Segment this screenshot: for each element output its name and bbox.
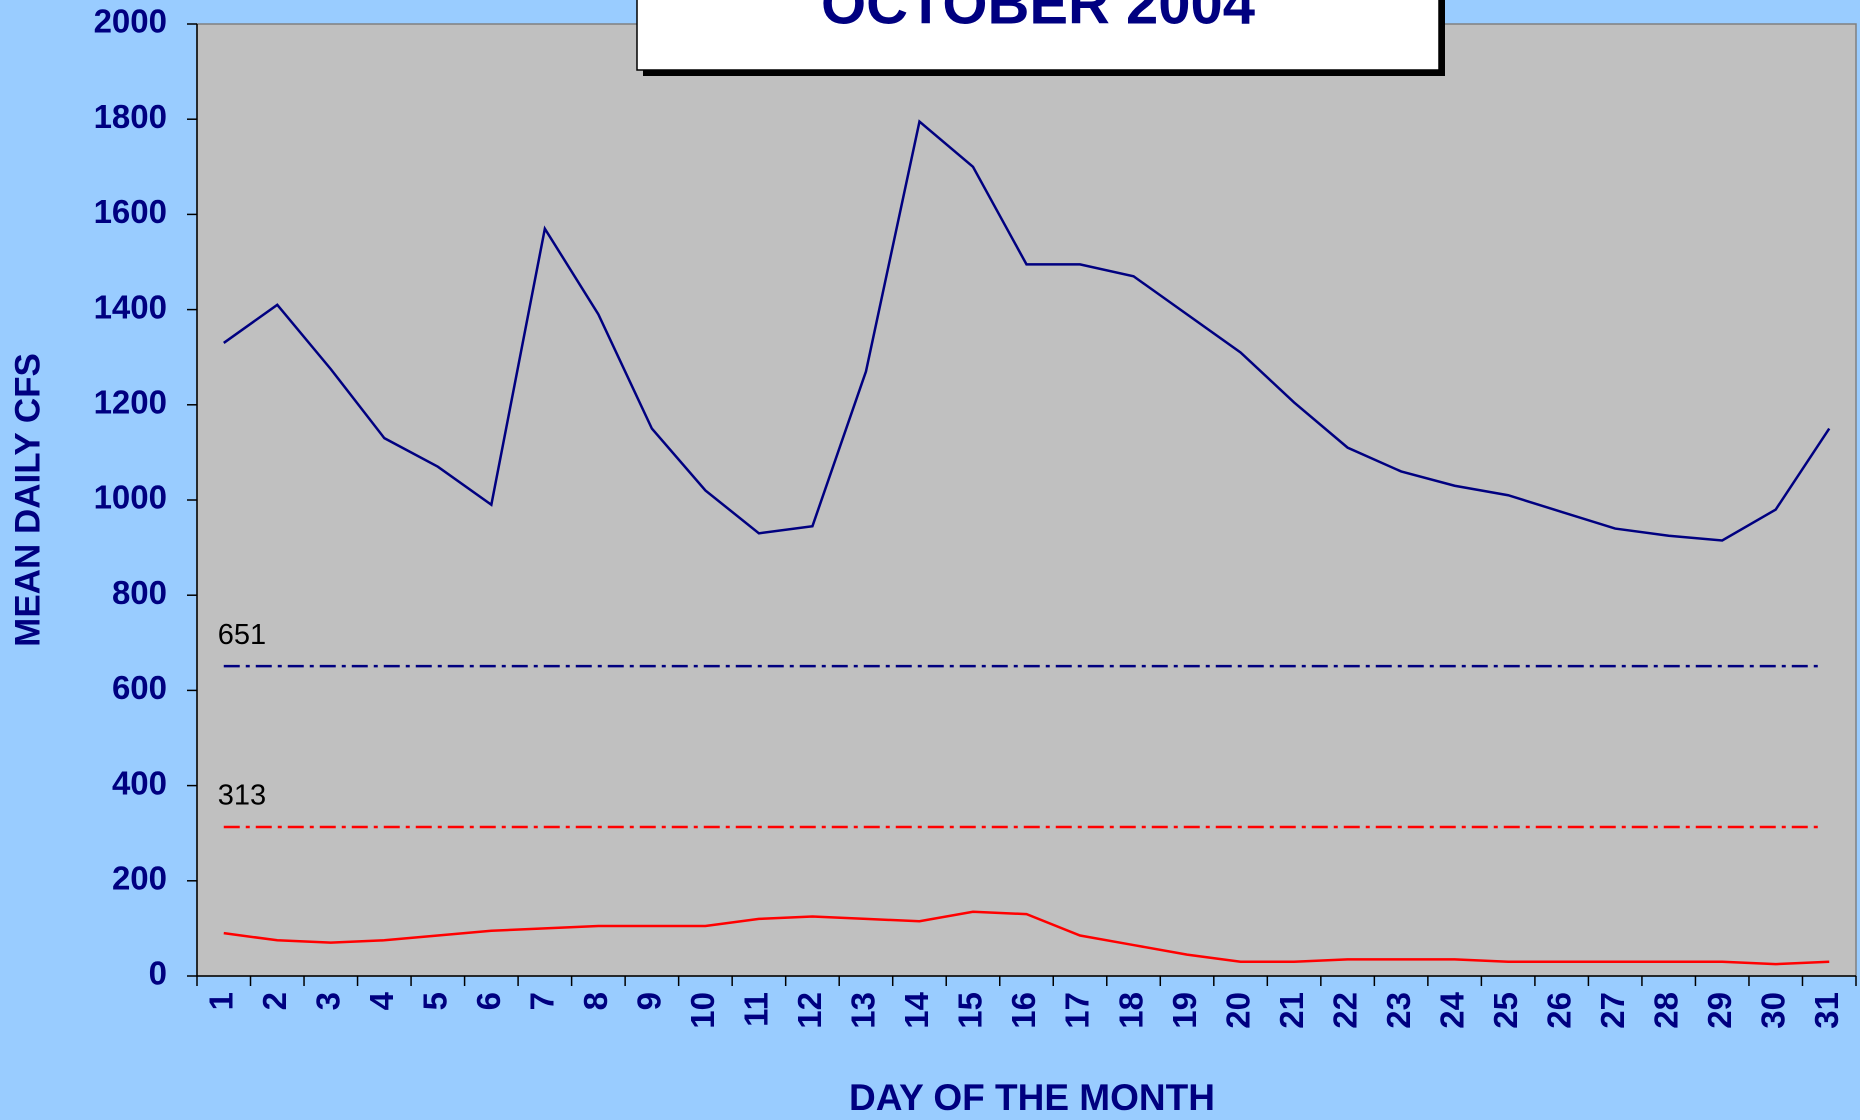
y-tick-label: 600 (112, 669, 167, 706)
y-axis-label: MEAN DAILY CFS (8, 353, 47, 647)
x-axis-label: DAY OF THE MONTH (849, 1077, 1215, 1118)
x-tick-label: 23 (1380, 992, 1417, 1029)
y-tick-label: 1200 (94, 384, 167, 421)
chart-title: OCTOBER 2004 (821, 0, 1255, 36)
x-tick-label: 3 (310, 992, 347, 1010)
x-tick-label: 20 (1219, 992, 1256, 1029)
x-tick-label: 21 (1273, 992, 1310, 1029)
x-tick-label: 11 (738, 992, 775, 1027)
x-tick-label: 30 (1754, 992, 1791, 1029)
y-tick-label: 400 (112, 764, 167, 801)
x-tick-label: 24 (1433, 991, 1470, 1028)
y-tick-label: 1400 (94, 288, 167, 325)
x-tick-label: 8 (577, 992, 614, 1010)
series-line (223, 119, 1831, 542)
x-tick-label: 25 (1487, 992, 1524, 1029)
x-tick-label: 15 (952, 992, 989, 1029)
x-tick-label: 7 (524, 992, 561, 1010)
x-tick-label: 1 (202, 992, 239, 1010)
x-tick-label: 29 (1701, 992, 1738, 1029)
y-tick-label: 1600 (94, 193, 167, 230)
y-tick-label: 200 (112, 860, 167, 897)
title-box (636, 0, 1440, 71)
x-tick-label: 27 (1594, 992, 1631, 1029)
x-tick-label: 31 (1808, 992, 1845, 1029)
y-tick-label: 1800 (94, 98, 167, 135)
y-tick-label: 800 (112, 574, 167, 611)
y-tick-label: 0 (149, 955, 167, 992)
x-tick-label: 10 (684, 992, 721, 1029)
x-tick-label: 17 (1059, 992, 1096, 1029)
series-line (223, 910, 1830, 966)
x-tick-label: 22 (1326, 992, 1363, 1029)
x-tick-label: 2 (256, 992, 293, 1010)
x-tick-label: 14 (898, 991, 935, 1028)
y-tick-label: 2000 (94, 3, 167, 40)
reference-label: 651 (218, 619, 266, 651)
x-tick-label: 6 (470, 992, 507, 1010)
x-tick-label: 19 (1166, 992, 1203, 1029)
y-tick-label: 1000 (94, 479, 167, 516)
reference-label: 313 (218, 780, 266, 812)
x-tick-label: 16 (1005, 992, 1042, 1029)
plot-area (196, 23, 1857, 977)
x-tick-label: 18 (1112, 992, 1149, 1029)
x-tick-label: 5 (417, 992, 454, 1010)
x-tick-label: 9 (631, 992, 668, 1010)
x-tick-label: 4 (363, 991, 400, 1010)
x-tick-label: 28 (1647, 992, 1684, 1029)
x-tick-label: 26 (1540, 992, 1577, 1029)
x-tick-label: 12 (791, 992, 828, 1029)
x-tick-label: 13 (845, 992, 882, 1029)
